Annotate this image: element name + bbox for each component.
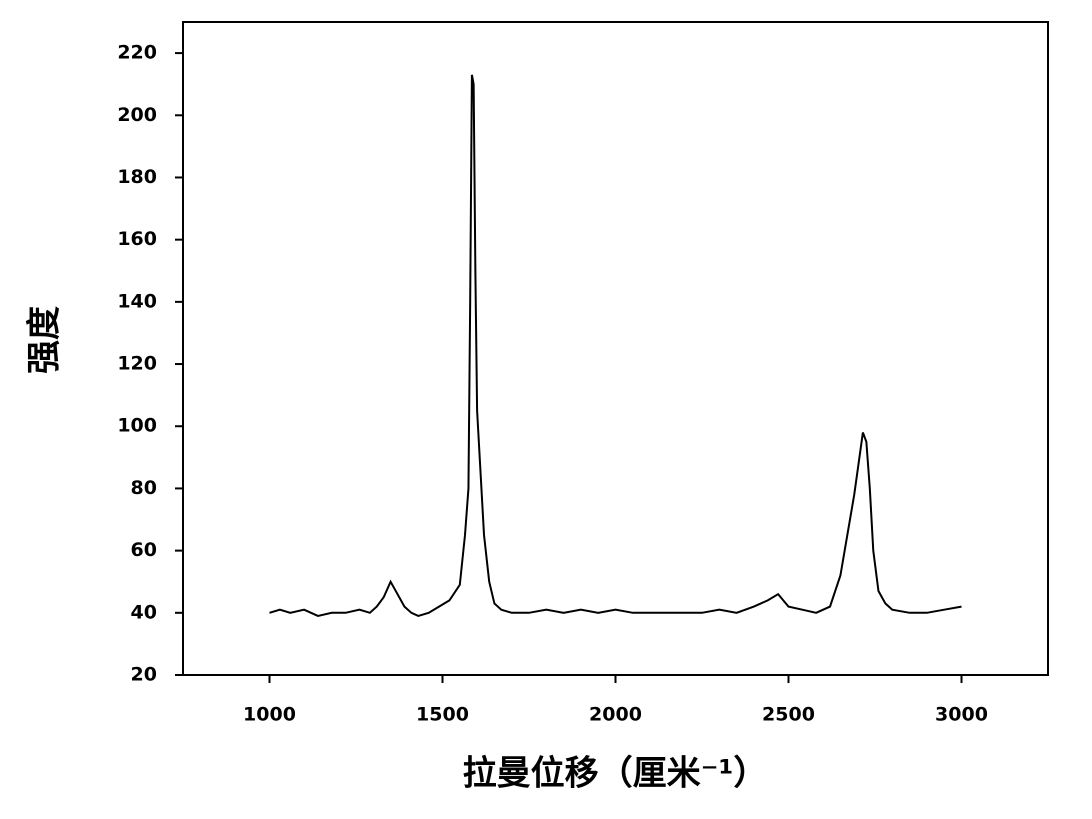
x-tick-label: 1500 bbox=[416, 704, 469, 726]
plot-frame bbox=[182, 21, 1049, 676]
x-tick-label: 2000 bbox=[589, 704, 642, 726]
y-tick-label: 80 bbox=[131, 477, 157, 499]
y-tick-label: 40 bbox=[131, 601, 157, 623]
x-tick-label: 1000 bbox=[243, 704, 296, 726]
y-tick-label: 60 bbox=[131, 539, 157, 561]
y-tick-label: 20 bbox=[131, 664, 157, 686]
y-tick-label: 200 bbox=[117, 104, 157, 126]
y-tick-label: 120 bbox=[117, 353, 157, 375]
y-axis-label: 强度 bbox=[25, 306, 65, 374]
x-axis-label: 拉曼位移（厘米⁻¹） bbox=[463, 754, 768, 794]
y-tick-label: 100 bbox=[117, 415, 157, 437]
y-tick-label: 180 bbox=[117, 166, 157, 188]
x-tick-label: 2500 bbox=[762, 704, 815, 726]
y-tick-label: 160 bbox=[117, 228, 157, 250]
y-tick-label: 220 bbox=[117, 42, 157, 64]
x-tick-label: 3000 bbox=[935, 704, 988, 726]
spectrum-line bbox=[269, 74, 962, 617]
y-tick-label: 140 bbox=[117, 290, 157, 312]
